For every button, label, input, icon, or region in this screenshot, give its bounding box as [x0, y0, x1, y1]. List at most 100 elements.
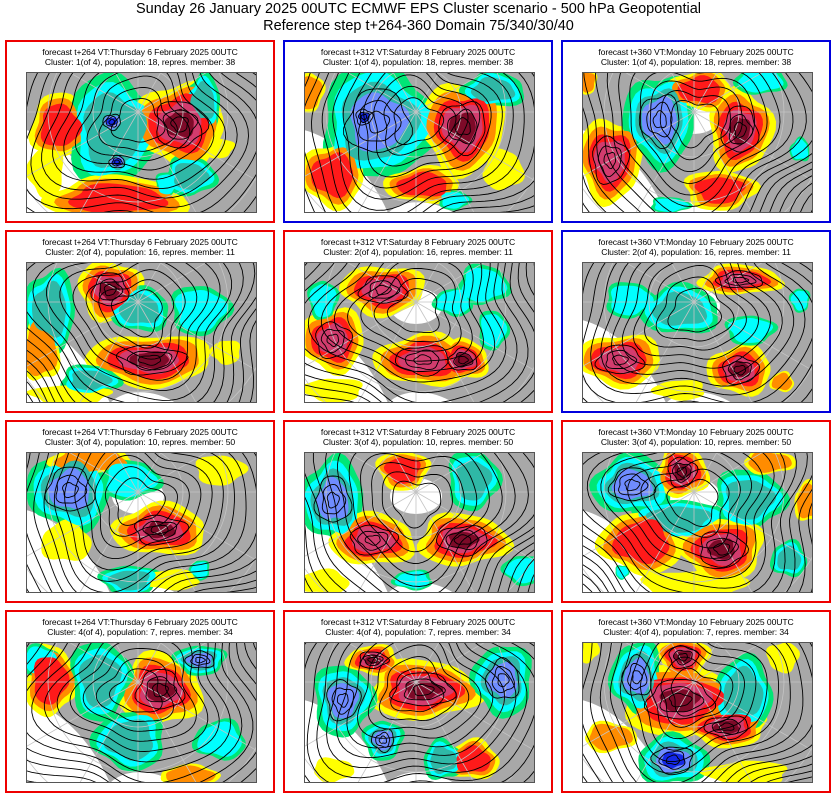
contour-line: [612, 354, 629, 366]
negative-anomaly: [610, 285, 654, 316]
contour-line: [360, 453, 478, 564]
contour-line: [624, 478, 641, 492]
forecast-label: forecast t+312 VT:Saturday 8 February 20…: [320, 617, 516, 627]
contour-line: [311, 72, 535, 213]
contour-line: [378, 735, 387, 744]
positive-anomaly: [304, 568, 350, 593]
contour-line: [603, 151, 616, 170]
contour-line: [673, 649, 693, 666]
contour-line: [156, 101, 210, 149]
cluster-panel: forecast t+360 VT:Monday 10 February 202…: [561, 40, 831, 223]
contour-line: [590, 262, 806, 396]
map-frame: [26, 262, 257, 403]
contour-line: [497, 673, 510, 688]
contour-line: [43, 642, 220, 763]
contour-line: [114, 159, 121, 165]
cluster-label: Cluster: 1(of 4), population: 18, repres…: [322, 57, 514, 67]
cluster-label: Cluster: 4(of 4), population: 7, repres.…: [325, 627, 511, 637]
contour-line: [618, 72, 781, 208]
contour-line: [331, 687, 355, 715]
positive-anomaly: [405, 680, 444, 700]
contour-line: [357, 642, 482, 739]
contour-line: [55, 474, 88, 504]
grid-meridian: [357, 301, 417, 403]
page-title: Sunday 26 January 2025 00UTC ECMWF EPS C…: [136, 1, 701, 17]
grid-meridian: [693, 452, 765, 493]
grid-meridian: [582, 301, 695, 368]
contour-line: [84, 452, 202, 560]
contour-line: [349, 524, 400, 556]
contour-line: [447, 108, 478, 145]
cluster-label: Cluster: 3(of 4), population: 10, repres…: [600, 437, 792, 447]
contour-line: [364, 534, 381, 546]
geopotential-map: [26, 262, 257, 403]
negative-anomaly: [728, 318, 774, 343]
contour-line: [367, 657, 379, 664]
grid-meridian: [693, 111, 753, 213]
positive-anomaly: [164, 108, 194, 138]
geopotential-map: [582, 452, 813, 593]
positive-anomaly: [729, 360, 750, 378]
grid-meridian: [415, 301, 475, 403]
grid-meridian: [304, 111, 417, 178]
contour-line: [711, 718, 741, 735]
negative-anomaly: [654, 198, 690, 212]
cluster-panel: forecast t+264 VT:Thursday 6 February 20…: [5, 40, 275, 223]
contour-line: [367, 644, 470, 730]
page-subtitle: Reference step t+264-360 Domain 75/340/3…: [263, 18, 574, 34]
contour-line: [672, 462, 692, 483]
grid-meridian: [623, 262, 695, 303]
contour-line: [62, 482, 79, 499]
forecast-label: forecast t+360 VT:Monday 10 February 202…: [598, 427, 794, 437]
ocean-area: [388, 202, 454, 213]
contour-line: [646, 101, 673, 138]
grid-meridian: [415, 452, 487, 493]
contour-line: [582, 642, 813, 783]
contour-line: [733, 121, 747, 139]
contour-line: [26, 642, 243, 783]
contour-line: [98, 87, 178, 152]
grid-meridian: [623, 642, 695, 683]
contour-line: [111, 157, 123, 167]
map-frame: [304, 72, 535, 213]
grid-meridian: [137, 681, 197, 783]
positive-anomaly: [129, 351, 170, 370]
contour-line: [98, 278, 124, 301]
contour-line: [373, 74, 469, 167]
contour-line: [722, 355, 761, 385]
contour-line: [453, 534, 472, 545]
grid-meridian: [79, 301, 139, 403]
negative-anomaly: [78, 654, 122, 708]
contour-line: [116, 344, 189, 376]
contour-line: [336, 693, 349, 708]
forecast-label: forecast t+312 VT:Saturday 8 February 20…: [320, 47, 516, 57]
contour-line: [653, 468, 730, 538]
contour-line: [613, 452, 764, 570]
contour-line: [720, 105, 760, 153]
contour-line: [728, 113, 754, 145]
grid-meridian: [415, 681, 535, 752]
contour-line: [312, 452, 529, 593]
contour-line: [404, 349, 440, 371]
contour-line: [142, 520, 178, 541]
contour-line: [589, 642, 813, 783]
contour-line: [363, 654, 384, 666]
contour-line: [724, 273, 757, 286]
contour-line: [670, 667, 722, 717]
contour-line: [304, 262, 518, 403]
cluster-panel: forecast t+264 VT:Thursday 6 February 20…: [5, 420, 275, 603]
contour-line: [629, 72, 768, 196]
contour-line: [326, 333, 339, 347]
contour-line: [668, 645, 700, 670]
contour-line: [393, 97, 445, 145]
contour-line: [82, 648, 186, 732]
contour-line: [134, 514, 190, 546]
contour-line: [44, 466, 96, 512]
contour-line: [90, 272, 130, 307]
contour-line: [355, 108, 374, 126]
contour-line: [491, 665, 515, 694]
ocean-area: [388, 392, 454, 403]
contour-line: [659, 686, 705, 713]
contour-line: [594, 344, 646, 375]
contour-line: [727, 361, 752, 381]
